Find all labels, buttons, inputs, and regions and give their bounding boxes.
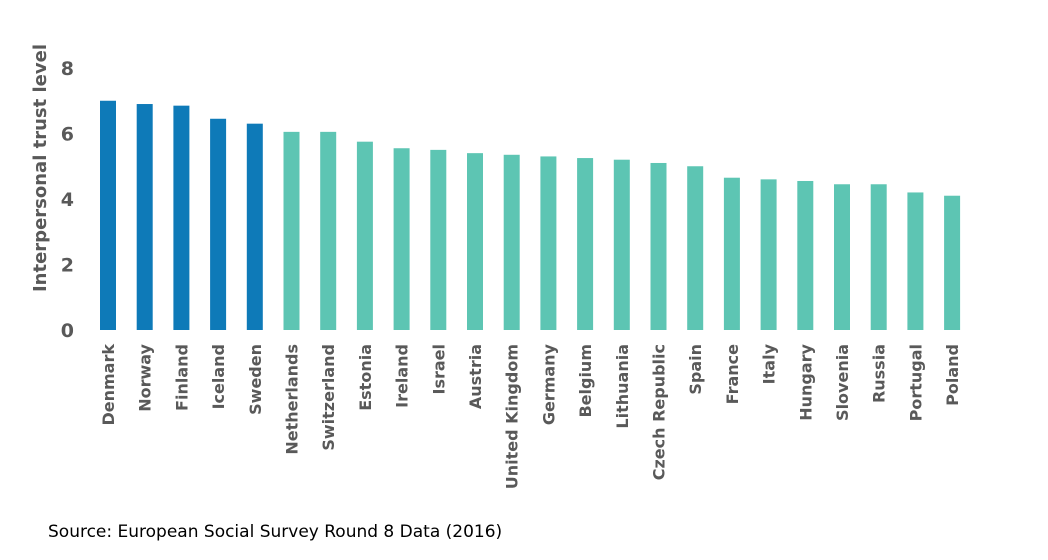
bar xyxy=(100,100,116,330)
x-tick-label: Iceland xyxy=(209,344,228,409)
bar xyxy=(907,192,924,330)
bar xyxy=(393,148,410,330)
bar xyxy=(210,118,227,330)
x-tick-label: Switzerland xyxy=(319,344,338,451)
bars xyxy=(100,100,961,331)
x-tick-label: Germany xyxy=(539,343,558,425)
x-tick-label: Belgium xyxy=(576,344,595,418)
source-note: Source: European Social Survey Round 8 D… xyxy=(48,522,503,542)
x-tick-label: Israel xyxy=(429,344,448,395)
x-tick-label: France xyxy=(723,344,742,404)
x-tick-label: Poland xyxy=(943,344,962,406)
y-axis-label: Interpersonal trust level xyxy=(30,44,51,292)
bar xyxy=(760,179,777,330)
bar xyxy=(687,166,704,330)
x-tick-label: Ireland xyxy=(393,344,412,408)
x-tick-label: Portugal xyxy=(906,344,925,421)
bar xyxy=(613,159,630,330)
bar xyxy=(723,177,740,330)
x-tick-label: Finland xyxy=(172,344,191,411)
bar xyxy=(320,131,337,330)
bar xyxy=(430,149,447,330)
x-tick-label: Austria xyxy=(466,344,485,409)
x-tick-label: Italy xyxy=(760,343,779,384)
x-tick-label: Netherlands xyxy=(283,344,302,455)
x-tick-label: Slovenia xyxy=(833,344,852,421)
bar xyxy=(834,184,850,330)
bar xyxy=(173,105,190,330)
bar xyxy=(503,154,520,330)
bar xyxy=(870,184,887,330)
y-tick-label: 2 xyxy=(61,255,74,277)
x-tick-label: Hungary xyxy=(796,343,815,420)
x-tick-label: Spain xyxy=(686,344,705,395)
x-tick-label: Denmark xyxy=(99,344,118,426)
x-axis-ticks: Denmark Norway Finland Iceland Sweden Netherl… xyxy=(99,343,962,489)
x-tick-label: Russia xyxy=(870,344,889,403)
x-tick-label: Lithuania xyxy=(613,344,632,429)
y-tick-label: 8 xyxy=(61,58,74,80)
bar xyxy=(246,123,263,330)
bar xyxy=(356,141,373,330)
bar xyxy=(540,156,557,330)
y-tick-label: 6 xyxy=(61,124,74,146)
x-tick-label: United Kingdom xyxy=(503,344,522,489)
y-axis-ticks: 0 2 4 6 8 xyxy=(61,58,74,342)
bar xyxy=(283,131,300,330)
x-tick-label: Estonia xyxy=(356,344,375,411)
y-tick-label: 0 xyxy=(61,320,74,342)
bar-chart: Interpersonal trust level 0 2 4 6 8 Denmark N… xyxy=(30,44,962,489)
bar xyxy=(650,162,667,330)
x-tick-label: Sweden xyxy=(246,344,265,415)
y-tick-label: 4 xyxy=(61,189,74,211)
x-tick-label: Czech Republic xyxy=(650,344,669,480)
bar xyxy=(797,180,814,330)
bar xyxy=(136,104,153,331)
x-tick-label: Norway xyxy=(136,343,155,411)
bar xyxy=(467,153,483,330)
bar xyxy=(944,195,961,330)
bar xyxy=(577,158,594,330)
